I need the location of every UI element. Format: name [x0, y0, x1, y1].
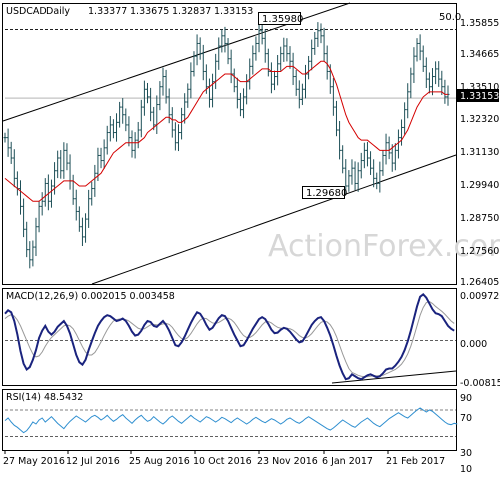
price-tick-1: 1.34665 — [460, 49, 499, 60]
x-label-5: 6 Jan 2017 — [322, 456, 373, 467]
price-tick-6: 1.28750 — [460, 213, 499, 224]
price-symbol: USDCAD — [6, 6, 47, 17]
price-close: 1.33153 — [214, 6, 253, 17]
fib-level-label: 50.0 — [439, 12, 461, 23]
x-label-0: 27 May 2016 — [3, 456, 65, 467]
price-panel-frame — [2, 3, 457, 285]
macd-trend-line — [331, 370, 457, 384]
low-annotation-box — [302, 186, 345, 199]
rsi-series-layer — [4, 407, 458, 437]
axis-layer — [4, 450, 389, 454]
macd-series-layer — [4, 292, 457, 384]
price-low: 1.32837 — [172, 6, 211, 17]
x-label-6: 21 Feb 2017 — [386, 456, 445, 467]
macd-tick-2: -0.008153 — [460, 378, 500, 389]
rsi-label: RSI(14) 48.5432 — [6, 392, 83, 403]
macd-panel-frame — [2, 288, 457, 386]
rsi-tick-3: 10 — [460, 464, 472, 475]
price-timeframe: Daily — [46, 6, 70, 17]
price-high: 1.33675 — [130, 6, 169, 17]
low-annotation: 1.29680 — [306, 188, 347, 199]
x-label-2: 25 Aug 2016 — [129, 456, 190, 467]
price-tick-4: 1.31130 — [460, 147, 499, 158]
current-price-label: 1.33153 — [460, 91, 499, 102]
rsi-tick-2: 30 — [460, 448, 472, 459]
price-tick-8: 1.26405 — [460, 277, 499, 288]
price-series-layer — [2, 2, 457, 285]
moving-average-line — [4, 60, 448, 202]
price-tick-7: 1.27560 — [460, 246, 499, 257]
price-tick-3: 1.32320 — [460, 114, 499, 125]
price-tick-2: 1.33510 — [460, 82, 499, 93]
current-price-box — [457, 89, 499, 102]
channel-lower-line — [91, 154, 457, 285]
price-tick-0: 1.35855 — [460, 18, 499, 29]
price-tick-5: 1.29940 — [460, 180, 499, 191]
high-annotation-box — [258, 12, 301, 25]
x-label-4: 23 Nov 2016 — [257, 456, 318, 467]
macd-line — [4, 292, 455, 381]
price-open: 1.33377 — [88, 6, 127, 17]
rsi-panel-frame — [2, 389, 457, 451]
macd-label: MACD(12,26,9) 0.002015 0.003458 — [6, 291, 175, 302]
macd-tick-1: 0.000 — [460, 339, 487, 350]
high-annotation: 1.35980 — [262, 14, 303, 25]
rsi-line — [4, 407, 458, 434]
rsi-tick-1: 70 — [460, 413, 472, 424]
macd-tick-0: 0.009726 — [460, 291, 500, 302]
x-label-1: 12 Jul 2016 — [66, 456, 120, 467]
x-label-3: 10 Oct 2016 — [193, 456, 252, 467]
watermark: ActionForex.com — [268, 229, 500, 264]
rsi-tick-0: 90 — [460, 393, 472, 404]
